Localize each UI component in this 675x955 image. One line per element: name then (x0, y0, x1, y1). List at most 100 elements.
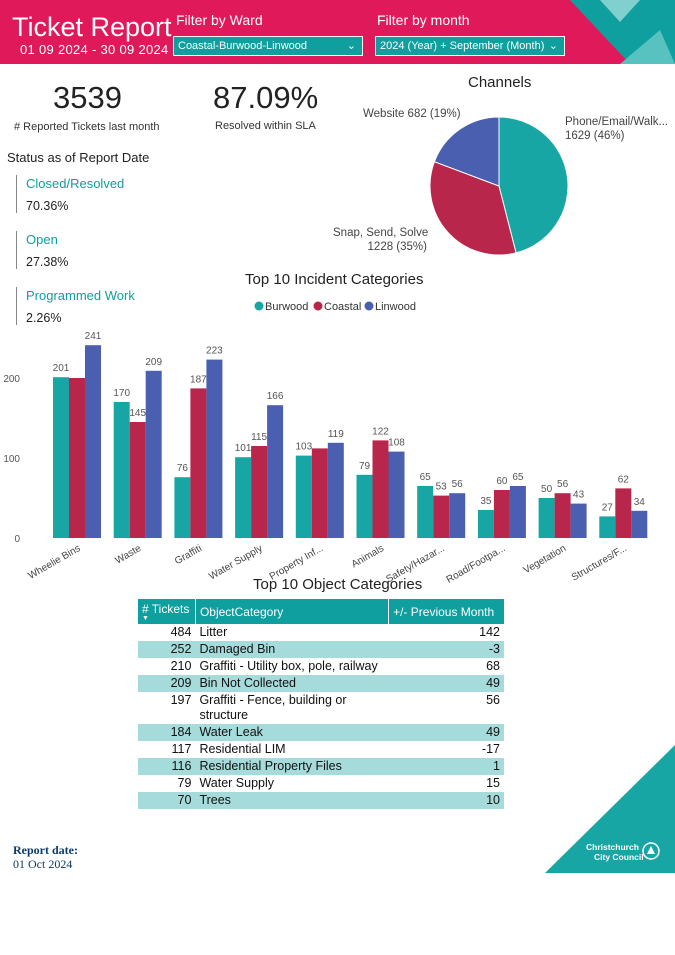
bar[interactable] (251, 446, 268, 538)
cell-change: 49 (388, 724, 504, 741)
bar[interactable] (267, 405, 284, 538)
status-open-label: Open (26, 232, 58, 247)
cell-category: Trees (195, 792, 389, 809)
legend-item[interactable]: Linwood (364, 301, 416, 313)
column-header-change[interactable]: +/- Previous Month (388, 599, 504, 624)
pie-slice[interactable] (498, 116, 569, 254)
council-logo-icon (642, 842, 660, 860)
table-row[interactable]: 252 Damaged Bin -3 (138, 641, 504, 658)
pie-slice[interactable] (429, 161, 517, 256)
status-divider (16, 175, 17, 213)
bar[interactable] (327, 442, 344, 538)
cell-category: Graffiti - Utility box, pole, railway (199, 659, 378, 673)
legend-marker (364, 301, 374, 311)
table-row[interactable]: 484 Litter 142 (138, 624, 504, 641)
bar[interactable] (554, 493, 571, 538)
cell-change: -3 (388, 641, 504, 658)
status-open-value: 27.38% (26, 255, 69, 269)
column-header-tickets[interactable]: # Tickets ▼ (138, 599, 196, 624)
table-row[interactable]: 184 Water Leak 49 (138, 724, 504, 741)
bar[interactable] (417, 486, 434, 538)
table-row[interactable]: 79 Water Supply 15 (138, 775, 504, 792)
data-label: 122 (372, 426, 389, 437)
column-header-tickets-label: # Tickets (142, 601, 190, 616)
data-label: 201 (53, 363, 70, 374)
bar[interactable] (615, 488, 632, 538)
table-row[interactable]: 70 Trees 10 (138, 792, 504, 809)
bar[interactable] (509, 486, 526, 538)
report-date-value: 01 Oct 2024 (13, 857, 73, 871)
bar[interactable] (174, 477, 191, 538)
bar[interactable] (433, 495, 450, 538)
legend-label: Linwood (375, 301, 416, 313)
bar[interactable] (477, 510, 494, 538)
pie-slice[interactable] (433, 116, 500, 187)
legend-item[interactable]: Coastal (313, 301, 362, 313)
bar[interactable] (295, 455, 312, 538)
data-label: 103 (295, 442, 312, 453)
cell-change: -17 (481, 742, 500, 756)
bar[interactable] (311, 448, 328, 538)
status-programmed-label: Programmed Work (26, 288, 135, 303)
footer-decoration (545, 745, 675, 873)
table-row[interactable]: 116 Residential Property Files 1 (138, 758, 504, 775)
data-label: 115 (251, 432, 267, 443)
bar[interactable] (599, 516, 616, 538)
data-label: 53 (436, 482, 448, 493)
month-filter-value: 2024 (Year) + September (Month) (380, 40, 545, 52)
sort-desc-icon: ▼ (142, 614, 149, 622)
legend-item[interactable]: Burwood (254, 301, 309, 313)
bar[interactable] (235, 457, 252, 538)
table-row[interactable]: 197 Graffiti - Fence, building or structu… (138, 692, 504, 724)
table-body: 484 Litter 142 252 Damaged Bin -3 210 Graffiti … (138, 624, 504, 809)
bar[interactable] (206, 359, 223, 538)
table-row[interactable]: 117 Residential LIM -17 (138, 741, 504, 758)
bar[interactable] (129, 422, 146, 538)
bar[interactable] (69, 378, 85, 538)
table-row[interactable]: 210 Graffiti - Utility box, pole, railway… (138, 658, 504, 675)
cell-tickets: 117 (171, 742, 192, 756)
bar[interactable] (570, 503, 587, 538)
month-filter-dropdown[interactable]: 2024 (Year) + September (Month) ⌄ (375, 36, 565, 56)
ward-filter-value: Coastal-Burwood-Linwood (178, 40, 308, 52)
data-label: 79 (359, 461, 371, 472)
column-header-category[interactable]: ObjectCategory (195, 599, 390, 624)
bar[interactable] (190, 388, 207, 538)
bar[interactable] (538, 498, 555, 538)
report-date-label: Report date: (13, 843, 78, 857)
sla-kpi-value: 87.09% (213, 80, 319, 115)
pie-label-phone-value: 1629 (46%) (565, 130, 625, 142)
data-label: 60 (496, 476, 508, 487)
bar[interactable] (493, 490, 510, 538)
data-label: 108 (388, 438, 405, 449)
pie-label-phone: Phone/Email/Walk... 1629 (46%) (565, 115, 668, 143)
tickets-kpi-label: # Reported Tickets last month (14, 121, 160, 133)
legend-marker (254, 301, 264, 311)
cell-change: 1 (388, 758, 504, 775)
bar[interactable] (145, 370, 162, 538)
data-label: 62 (618, 474, 630, 485)
pie-label-website: Website 682 (19%) (363, 107, 461, 121)
data-label: 56 (557, 479, 569, 490)
bar[interactable] (53, 377, 69, 538)
bar[interactable] (113, 402, 130, 538)
data-label: 35 (480, 496, 492, 507)
bar[interactable] (85, 345, 101, 538)
bar[interactable] (631, 510, 648, 538)
bar[interactable] (449, 493, 466, 538)
data-label: 209 (145, 357, 162, 368)
status-divider (16, 287, 17, 325)
cell-tickets: 210 (170, 659, 192, 673)
date-range: 01 09 2024 - 30 09 2024 (20, 42, 169, 57)
bar[interactable] (372, 440, 389, 538)
pie-label-snap: Snap, Send, Solve 1228 (35%) (333, 226, 428, 254)
ward-filter-dropdown[interactable]: Coastal-Burwood-Linwood ⌄ (173, 36, 363, 56)
table-row[interactable]: 209 Bin Not Collected 49 (138, 675, 504, 692)
bar[interactable] (356, 474, 373, 538)
data-label: 65 (420, 472, 432, 483)
cell-change: 68 (486, 659, 500, 673)
bar[interactable] (388, 451, 405, 538)
status-title: Status as of Report Date (7, 150, 150, 165)
data-label: 56 (452, 479, 464, 490)
incident-chart-title: Top 10 Incident Categories (245, 271, 424, 288)
